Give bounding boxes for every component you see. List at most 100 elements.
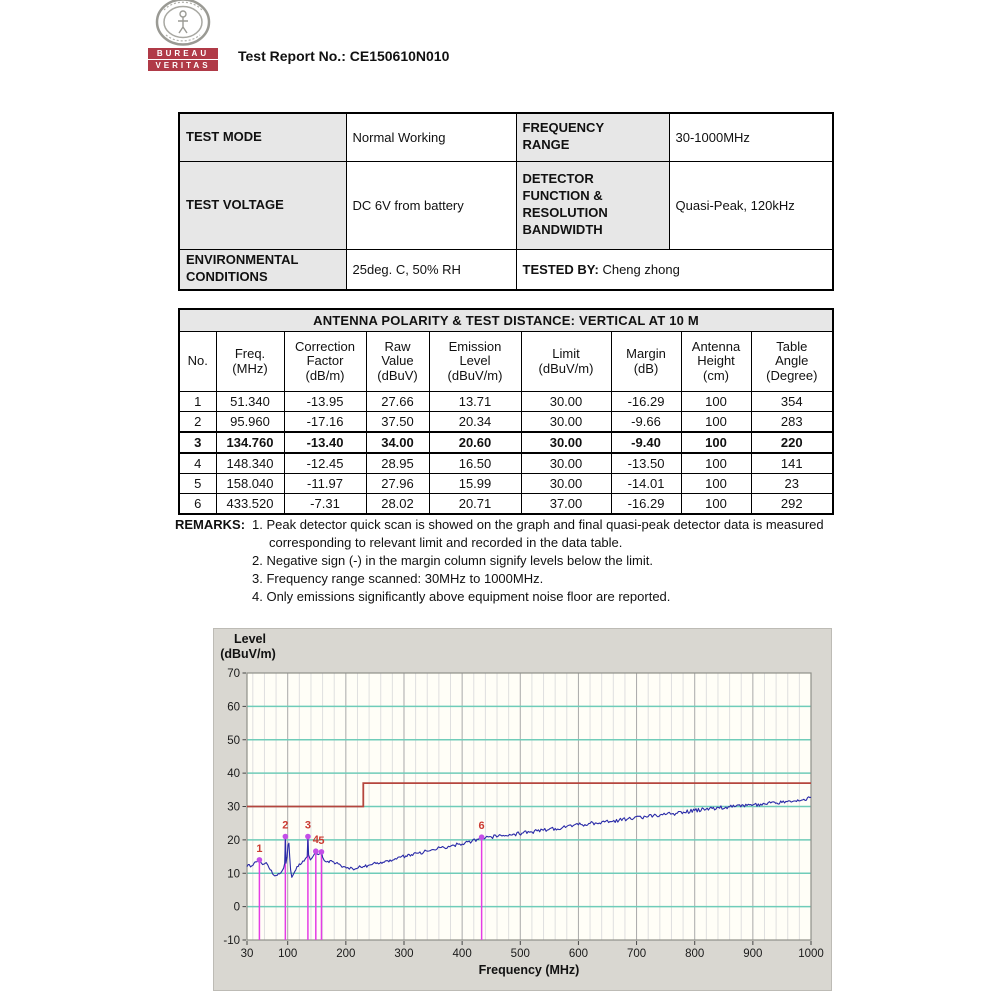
cell: 27.96 [365, 473, 430, 494]
column-header: Emission Level (dBuV/m) [428, 331, 522, 392]
marker-label: 6 [479, 820, 485, 832]
cell: -13.95 [283, 391, 367, 412]
cell: 37.00 [520, 493, 612, 515]
table-row: 1 51.340 -13.95 27.66 13.71 30.00 -16.29 100 354 [178, 391, 834, 412]
remarks-section: REMARKS: 1. Peak detector quick scan is … [175, 516, 875, 606]
cell: 30.00 [520, 473, 612, 494]
cell: 2 [178, 411, 217, 433]
x-tick-label: 900 [743, 948, 762, 960]
column-header: Limit (dBuV/m) [520, 331, 612, 392]
marker-label: 3 [305, 820, 311, 832]
test-voltage-value: DC 6V from battery [345, 160, 517, 250]
marker-dot [305, 833, 311, 840]
x-tick-label: 800 [685, 948, 704, 960]
remarks-label: REMARKS: [175, 517, 246, 532]
cell: 354 [750, 391, 834, 412]
report-number: Test Report No.: CE150610N010 [238, 48, 450, 64]
x-tick-label: 1000 [798, 948, 824, 960]
cell: 28.95 [365, 452, 430, 474]
table-row: 5 158.040 -11.97 27.96 15.99 30.00 -14.01 100 23 [178, 473, 834, 494]
cell: 220 [750, 431, 834, 454]
column-header: No. [178, 331, 217, 392]
cell: 1 [178, 391, 217, 412]
cell: 27.66 [365, 391, 430, 412]
table-row: 2 95.960 -17.16 37.50 20.34 30.00 -9.66 100 283 [178, 411, 834, 433]
marker-label: 4 [313, 834, 320, 846]
y-tick-label: 40 [227, 768, 240, 780]
frequency-range-value: 30-1000MHz [668, 112, 834, 162]
cell: 141 [750, 452, 834, 474]
cell: -13.50 [610, 452, 682, 474]
cell: 3 [178, 431, 217, 454]
cell: 433.520 [215, 493, 285, 515]
x-tick-label: 100 [278, 948, 297, 960]
y-tick-label: 60 [227, 701, 240, 713]
cell: 100 [680, 411, 752, 433]
cell: 16.50 [428, 452, 522, 474]
y-tick-label: 10 [227, 868, 240, 880]
table-row: 6 433.520 -7.31 28.02 20.71 37.00 -16.29 100 292 [178, 493, 834, 515]
cell: -17.16 [283, 411, 367, 433]
cell: 34.00 [365, 431, 430, 454]
limit-line [247, 782, 811, 808]
marker-dot [313, 848, 319, 855]
cell: 28.02 [365, 493, 430, 515]
y-tick-label: 70 [227, 668, 240, 680]
table-row: 3 134.760 -13.40 34.00 20.60 30.00 -9.40 100 220 [178, 431, 834, 454]
test-mode-label: TEST MODE [178, 112, 347, 162]
table-row: 4 148.340 -12.45 28.95 16.50 30.00 -13.50 100 14… [178, 452, 834, 474]
remark-item: 2. Negative sign (-) in the margin colum… [252, 552, 654, 568]
cell: 20.60 [428, 431, 522, 454]
remark-item: 4. Only emissions significantly above eq… [252, 588, 671, 604]
table-row: TEST VOLTAGE DC 6V from battery DETECTOR… [178, 160, 834, 250]
cell: -16.29 [610, 493, 682, 515]
remark-item: 1. Peak detector quick scan is showed on… [252, 517, 824, 550]
cell: 30.00 [520, 431, 612, 454]
test-info-table: TEST MODE Normal Working FREQUENCY RANGE… [178, 112, 834, 291]
test-voltage-label: TEST VOLTAGE [178, 160, 347, 250]
cell: 20.34 [428, 411, 522, 433]
x-axis-title: Frequency (MHz) [479, 963, 580, 977]
logo-bureau-bar: BUREAU [148, 48, 218, 59]
tested-by-value: Cheng zhong [602, 261, 680, 277]
cell: 100 [680, 493, 752, 515]
frequency-range-label: FREQUENCY RANGE [515, 112, 670, 162]
environmental-conditions-label: ENVIRONMENTAL CONDITIONS [178, 248, 347, 291]
column-header: Freq. (MHz) [215, 331, 285, 392]
tested-by-cell: TESTED BY: Cheng zhong [515, 248, 834, 291]
cell: 6 [178, 493, 217, 515]
detector-function-value: Quasi-Peak, 120kHz [668, 160, 834, 250]
cell: -11.97 [283, 473, 367, 494]
cell: -14.01 [610, 473, 682, 494]
cell: 30.00 [520, 411, 612, 433]
table-row: TEST MODE Normal Working FREQUENCY RANGE… [178, 112, 834, 162]
marker-label: 5 [318, 835, 324, 847]
y-tick-label: 20 [227, 835, 240, 847]
column-header: Table Angle (Degree) [750, 331, 834, 392]
x-tick-label: 500 [511, 948, 530, 960]
cell: 4 [178, 452, 217, 474]
detector-function-label: DETECTOR FUNCTION & RESOLUTION BANDWIDTH [515, 160, 670, 250]
cell: 100 [680, 452, 752, 474]
emission-trace [246, 796, 812, 878]
x-tick-label: 300 [394, 948, 413, 960]
marker-dot [256, 857, 263, 863]
y-tick-label: 0 [234, 902, 240, 914]
y-tick-label: -10 [223, 935, 240, 947]
bureau-veritas-seal-icon [155, 0, 211, 46]
emission-table-title: ANTENNA POLARITY & TEST DISTANCE: VERTIC… [178, 308, 834, 332]
cell: 23 [750, 473, 834, 494]
y-axis-title-line1: Level [234, 632, 266, 646]
emission-chart-panel: 1 2 3 4 5 6 70 60 50 40 30 20 10 0 -10 30 100 200 300 400 50… [213, 628, 832, 991]
cell: 292 [750, 493, 834, 515]
cell: 95.960 [215, 411, 285, 433]
cell: 5 [178, 473, 217, 494]
remark-item: 3. Frequency range scanned: 30MHz to 100… [252, 570, 544, 586]
cell: 158.040 [215, 473, 285, 494]
cell: 51.340 [215, 391, 285, 412]
cell: 148.340 [215, 452, 285, 474]
cell: -9.66 [610, 411, 682, 433]
table-row: ENVIRONMENTAL CONDITIONS 25deg. C, 50% R… [178, 248, 834, 291]
